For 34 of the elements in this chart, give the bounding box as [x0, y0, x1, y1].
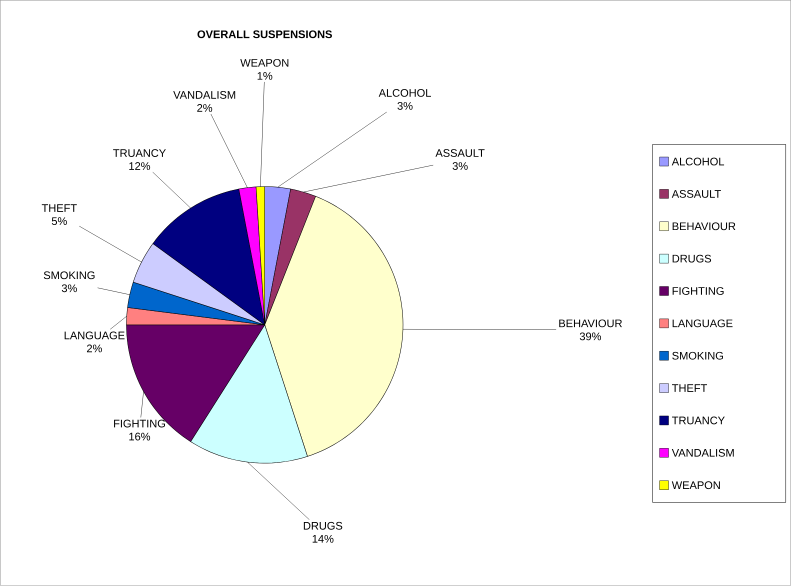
slice-label: ASSAULT [435, 149, 485, 158]
data-label: 5% [52, 217, 67, 226]
legend-label: ALCOHOL [672, 158, 724, 166]
slice-label: ALCOHOL [378, 89, 431, 97]
legend-label: ASSAULT [672, 190, 721, 198]
chart-title: OVERALL SUSPENSIONS [198, 30, 332, 38]
slice-label: FIGHTING [114, 420, 165, 428]
legend-label: TRUANCY [672, 416, 725, 425]
legend-label: THEFT [672, 384, 708, 392]
legend-label: FIGHTING [672, 287, 724, 296]
slice-label: THEFT [42, 204, 77, 212]
slice-label: WEAPON [240, 59, 288, 67]
slice-label: SMOKING [44, 272, 95, 280]
legend-label: DRUGS [672, 254, 712, 263]
legend-label: LANGUAGE [672, 320, 733, 328]
data-label: 2% [86, 344, 102, 352]
data-label: 14% [312, 535, 334, 543]
legend-label: WEAPON [672, 481, 720, 490]
data-label: 12% [129, 162, 150, 170]
slice-label: DRUGS [304, 522, 342, 530]
slice-label: TRUANCY [113, 149, 166, 158]
data-label: 3% [452, 162, 468, 170]
legend-label: BEHAVIOUR [672, 222, 736, 230]
data-label: 2% [197, 104, 212, 112]
data-label: 3% [397, 102, 413, 110]
legend-label: SMOKING [672, 352, 723, 360]
data-label: 3% [62, 284, 77, 292]
data-label: 16% [129, 432, 150, 441]
legend-label: VANDALISM [672, 449, 734, 457]
data-label: 39% [580, 332, 602, 340]
slice-label: BEHAVIOUR [559, 320, 622, 328]
data-label: 1% [258, 72, 272, 80]
slice-label: LANGUAGE [64, 332, 125, 340]
slice-label: VANDALISM [173, 91, 236, 100]
